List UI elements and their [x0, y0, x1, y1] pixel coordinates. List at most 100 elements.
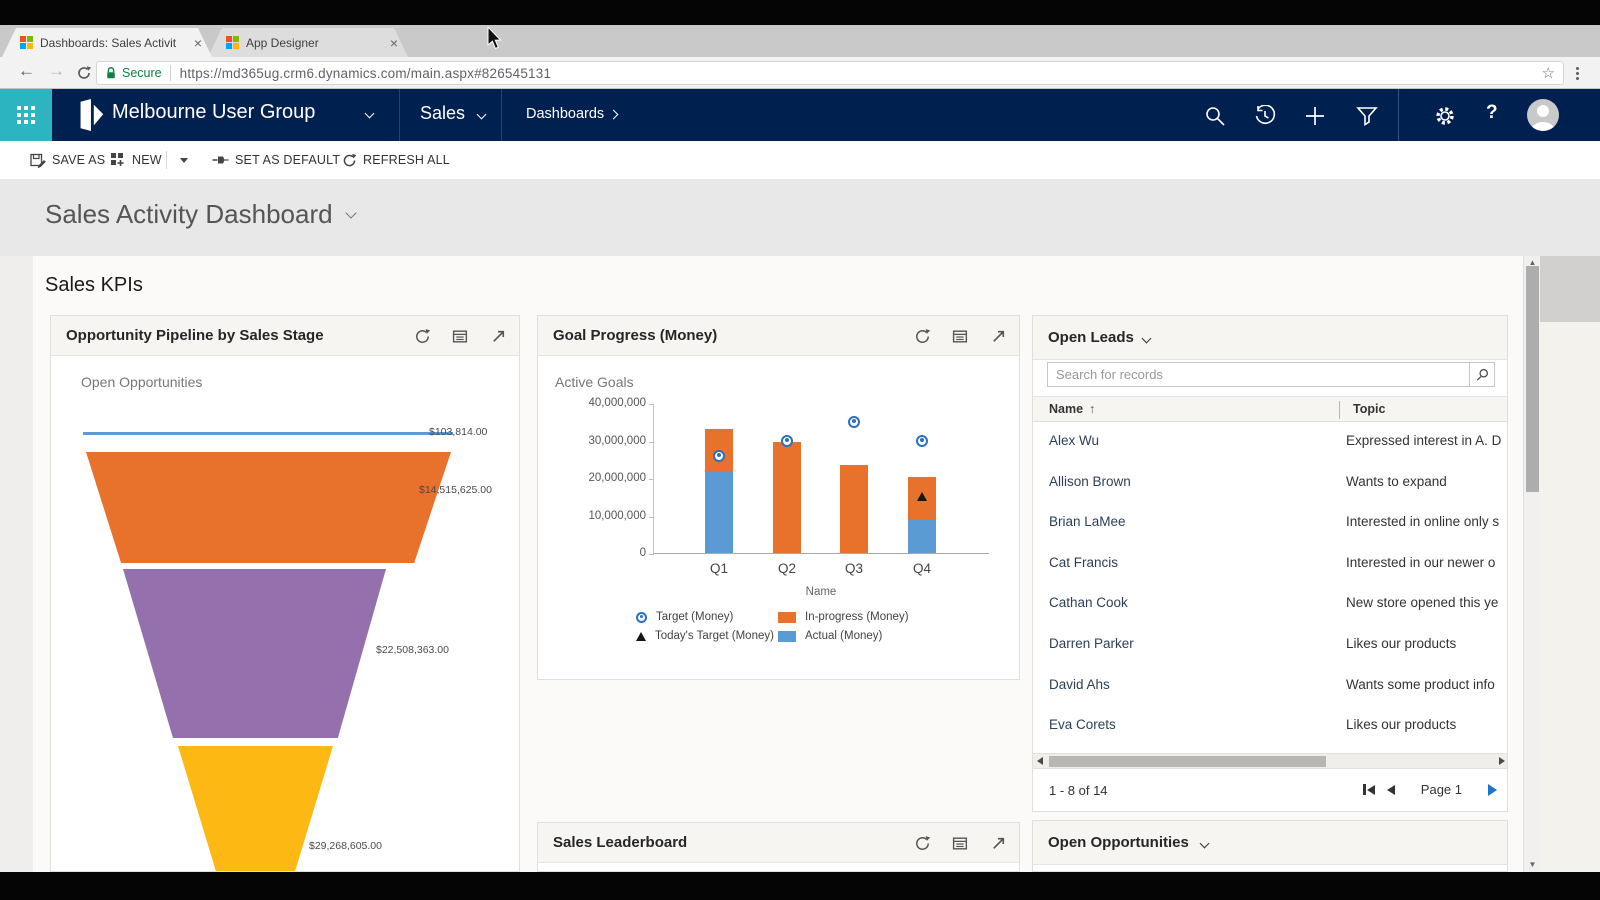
table-row[interactable]: Alex Wu Expressed interest in A. D [1033, 422, 1507, 463]
refresh-icon[interactable] [914, 328, 931, 345]
chevron-down-icon[interactable] [1199, 838, 1210, 849]
chevron-down-icon[interactable] [476, 109, 487, 120]
page-title[interactable]: Sales Activity Dashboard [45, 199, 357, 230]
lead-name-cell[interactable]: David Ahs [1049, 676, 1110, 692]
refresh-all-button[interactable]: REFRESH ALL [342, 149, 450, 171]
settings-gear-icon[interactable] [1434, 105, 1456, 127]
table-row[interactable]: Darren Parker Likes our products [1033, 625, 1507, 666]
previous-page-icon[interactable] [1386, 784, 1395, 795]
lead-name-cell[interactable]: Allison Brown [1049, 473, 1131, 489]
chevron-down-icon[interactable] [1141, 333, 1152, 344]
page-label: Page 1 [1420, 782, 1462, 797]
scroll-down-icon[interactable]: ▼ [1528, 860, 1537, 869]
target-marker[interactable] [916, 434, 928, 447]
browser-tab-dashboards[interactable]: Dashboards: Sales Activit × [2, 28, 212, 57]
first-page-icon[interactable] [1363, 784, 1375, 795]
chevron-down-icon[interactable] [364, 108, 375, 119]
lead-name-cell[interactable]: Eva Corets [1049, 717, 1116, 733]
back-icon[interactable]: ← [18, 61, 35, 80]
new-button[interactable]: NEW [110, 149, 162, 171]
legend-in-progress[interactable]: In-progress (Money) [778, 611, 909, 623]
lead-name-cell[interactable]: Alex Wu [1049, 433, 1100, 448]
lock-icon [107, 67, 115, 79]
panel-header: Sales Leaderboard [538, 823, 1019, 863]
search-icon[interactable] [1204, 105, 1226, 127]
funnel-value-label: $14,515,625.00 [419, 484, 492, 496]
forward-icon[interactable]: → [48, 61, 65, 80]
table-row[interactable]: Cathan Cook New store opened this ye [1033, 584, 1507, 625]
bar-segment[interactable] [908, 519, 936, 553]
tab-close-icon[interactable]: × [389, 34, 398, 51]
scroll-up-icon[interactable]: ▲ [1528, 258, 1537, 267]
legend-target[interactable]: Target (Money) [636, 611, 778, 623]
search-input[interactable] [1048, 363, 1469, 386]
funnel-stage-3[interactable] [178, 746, 333, 871]
table-row[interactable]: Eva Corets Likes our products [1033, 706, 1507, 747]
next-page-icon[interactable] [1488, 783, 1497, 796]
refresh-icon[interactable] [414, 328, 431, 345]
browser-tab-app-designer[interactable]: App Designer × [208, 28, 408, 57]
lead-topic-cell: Expressed interest in A. D [1346, 433, 1502, 448]
column-divider[interactable] [1339, 401, 1340, 419]
vertical-scrollbar[interactable]: ▲ ▼ [1523, 256, 1540, 872]
secure-label: Secure [122, 66, 162, 80]
expand-icon[interactable] [990, 835, 1007, 852]
expand-icon[interactable] [990, 328, 1007, 345]
view-grid-icon[interactable] [952, 328, 969, 345]
lead-name-cell[interactable]: Cathan Cook [1049, 595, 1128, 611]
scroll-right-icon[interactable] [1499, 757, 1505, 765]
scroll-left-icon[interactable] [1037, 757, 1043, 765]
table-row[interactable]: Brian LaMee Interested in online only s [1033, 503, 1507, 544]
nav-section-dashboards[interactable]: Dashboards [526, 106, 605, 122]
org-name-menu[interactable]: Melbourne User Group [112, 101, 316, 123]
app-launcher-waffle-icon[interactable] [0, 89, 52, 141]
recent-history-icon[interactable] [1254, 105, 1276, 127]
table-row[interactable]: David Ahs Wants some product info [1033, 666, 1507, 707]
funnel-stage-1[interactable] [86, 452, 451, 563]
target-marker[interactable] [848, 415, 860, 428]
horizontal-scrollbar[interactable] [1033, 753, 1507, 768]
refresh-icon[interactable] [914, 835, 931, 852]
save-as-button[interactable]: SAVE AS [30, 149, 105, 171]
column-header-topic[interactable]: Topic [1353, 402, 1386, 416]
filter-icon[interactable] [1356, 105, 1378, 127]
expand-icon[interactable] [490, 328, 507, 345]
view-grid-icon[interactable] [452, 328, 469, 345]
browser-address-bar: ← → Secure https://md365ug.crm6.dynamics… [0, 57, 1600, 89]
lead-name-cell[interactable]: Darren Parker [1049, 635, 1134, 651]
chevron-down-icon[interactable] [344, 206, 357, 219]
chevron-right-icon[interactable] [608, 109, 619, 120]
column-header-name[interactable]: Name [1049, 402, 1095, 416]
table-row[interactable]: Cat Francis Interested in our newer o [1033, 544, 1507, 585]
bar-segment[interactable] [840, 464, 868, 553]
table-row[interactable]: Allison Brown Wants to expand [1033, 463, 1507, 504]
search-button[interactable] [1469, 363, 1494, 386]
help-icon[interactable]: ? [1486, 102, 1498, 123]
target-marker[interactable] [713, 449, 725, 462]
user-avatar[interactable] [1527, 99, 1559, 131]
lead-name-cell[interactable]: Brian LaMee [1049, 514, 1126, 530]
new-dropdown-caret[interactable] [180, 149, 188, 171]
bar-segment[interactable] [705, 470, 733, 553]
browser-menu-icon[interactable] [1576, 65, 1579, 82]
funnel-stage-2[interactable] [123, 569, 386, 738]
reload-icon[interactable] [76, 65, 92, 81]
panel-open-leads: Open Leads Name Topic Alex Wu Expressed i… [1032, 315, 1508, 812]
view-grid-icon[interactable] [952, 835, 969, 852]
bookmark-star-icon[interactable]: ☆ [1541, 65, 1555, 82]
legend-todays-target[interactable]: Today's Target (Money) [636, 630, 778, 642]
create-plus-icon[interactable] [1304, 105, 1326, 127]
target-marker[interactable] [781, 434, 793, 447]
set-as-default-button[interactable]: SET AS DEFAULT [212, 149, 340, 171]
nav-module-sales[interactable]: Sales [420, 103, 466, 123]
y-axis-tick-label: 40,000,000 [588, 397, 646, 409]
legend-actual[interactable]: Actual (Money) [778, 630, 909, 642]
tab-close-icon[interactable]: × [193, 34, 202, 51]
scrollbar-thumb[interactable] [1049, 756, 1326, 767]
url-field[interactable]: Secure https://md365ug.crm6.dynamics.com… [96, 61, 1564, 85]
bar-segment[interactable] [773, 442, 801, 553]
lead-name-cell[interactable]: Cat Francis [1049, 554, 1119, 570]
scrollbar-thumb[interactable] [1526, 266, 1539, 492]
todays-target-marker[interactable] [917, 491, 927, 501]
funnel-stage-0[interactable] [83, 432, 453, 435]
